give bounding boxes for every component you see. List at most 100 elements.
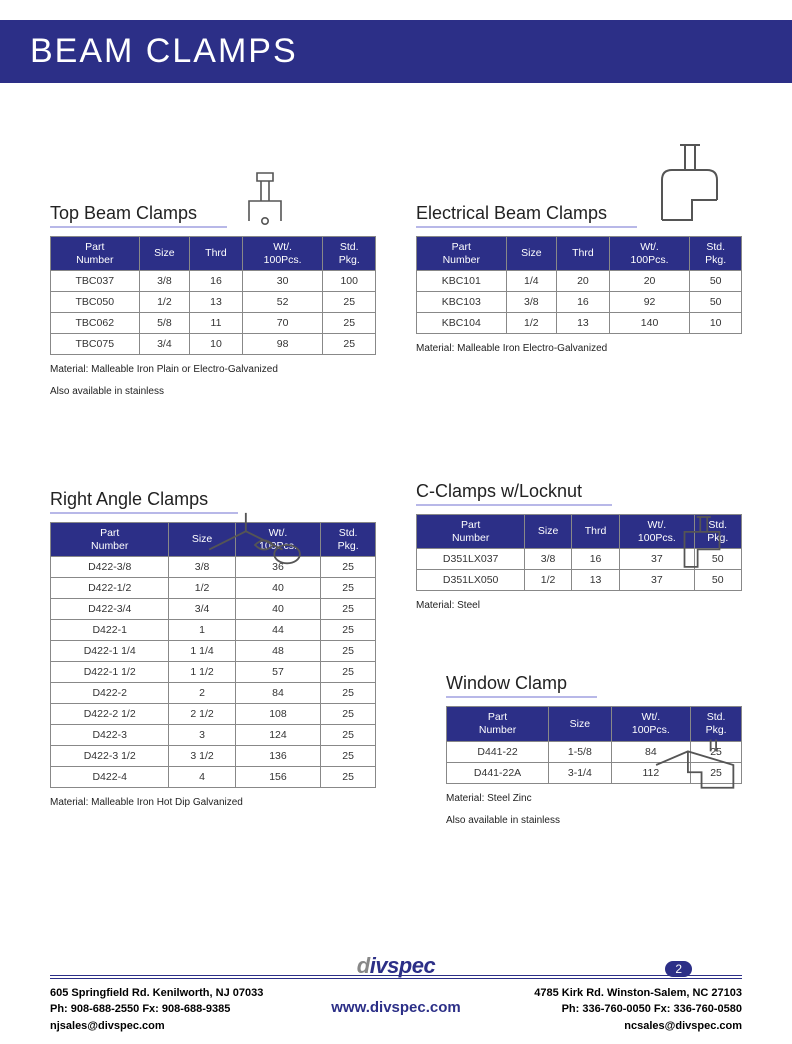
page-header: BEAM CLAMPS [0, 20, 792, 83]
table-cell: 3/4 [139, 334, 190, 355]
table-cell: 25 [323, 313, 376, 334]
table-header: PartNumber [447, 707, 549, 741]
table-cell: 52 [242, 292, 323, 313]
table-cell: TBC037 [51, 271, 140, 292]
table-cell: 1/4 [506, 271, 557, 292]
addr-line: 605 Springfield Rd. Kenilworth, NJ 07033 [50, 985, 263, 1002]
table-cell: 124 [235, 725, 321, 746]
table-cell: 2 [169, 683, 235, 704]
table-header: Size [139, 237, 190, 271]
table-cell: 57 [235, 662, 321, 683]
phone-line: Ph: 336-760-0050 Fx: 336-760-0580 [534, 1001, 742, 1018]
table-cell: 11 [190, 313, 243, 334]
table-cell: 13 [571, 570, 619, 591]
table-cell: 13 [557, 313, 610, 334]
table-cell: KBC103 [417, 292, 507, 313]
table-row: KBC1033/8169250 [417, 292, 742, 313]
table-cell: 25 [321, 767, 376, 788]
table-header: Std.Pkg. [321, 523, 376, 557]
addr-line: 4785 Kirk Rd. Winston-Salem, NC 27103 [534, 985, 742, 1002]
phone-line: Ph: 908-688-2550 Fx: 908-688-9385 [50, 1001, 263, 1018]
table-header: Wt/.100Pcs. [609, 237, 690, 271]
table-cell: 48 [235, 641, 321, 662]
table-cell: 1-5/8 [549, 741, 612, 762]
table-row: D422-1 1/21 1/25725 [51, 662, 376, 683]
page-title: BEAM CLAMPS [30, 32, 762, 71]
table-cell: 5/8 [139, 313, 190, 334]
table-cell: 2 1/2 [169, 704, 235, 725]
table-row: D422-4415625 [51, 767, 376, 788]
table-header: Size [549, 707, 612, 741]
table-cell: 50 [690, 292, 742, 313]
table-cell: 20 [557, 271, 610, 292]
electrical-clamp-icon [637, 140, 737, 240]
table-cell: 1/2 [139, 292, 190, 313]
table-cell: KBC104 [417, 313, 507, 334]
table-cell: 156 [235, 767, 321, 788]
table-cell: TBC062 [51, 313, 140, 334]
table-cell: 136 [235, 746, 321, 767]
table-cell: 3-1/4 [549, 762, 612, 783]
email-line: ncsales@divspec.com [534, 1018, 742, 1035]
footer-divider [50, 975, 742, 979]
table-cell: 10 [690, 313, 742, 334]
table-cell: 16 [190, 271, 243, 292]
table-cell: D422-3 1/2 [51, 746, 169, 767]
table-cell: 25 [321, 620, 376, 641]
table-header: Std.Pkg. [690, 237, 742, 271]
table-cell: 25 [321, 578, 376, 599]
table-cell: 100 [323, 271, 376, 292]
table-cell: 3/8 [139, 271, 190, 292]
table-cell: 16 [557, 292, 610, 313]
table-cell: D422-1 1/2 [51, 662, 169, 683]
table-row: D422-1 1/41 1/44825 [51, 641, 376, 662]
footer-website-block: www.divspec.com [331, 997, 461, 1016]
top-beam-table: PartNumberSizeThrdWt/.100Pcs.Std.Pkg.TBC… [50, 236, 376, 355]
table-cell: 4 [169, 767, 235, 788]
table-header: PartNumber [417, 515, 525, 549]
table-cell: 1 1/2 [169, 662, 235, 683]
top-beam-section: Top Beam Clamps PartNumberSizeThrdWt/.10… [50, 203, 376, 399]
table-cell: D441-22 [447, 741, 549, 762]
table-cell: 40 [235, 599, 321, 620]
table-row: TBC0753/4109825 [51, 334, 376, 355]
website-link[interactable]: www.divspec.com [331, 999, 461, 1016]
table-row: D422-3312425 [51, 725, 376, 746]
table-cell: D351LX050 [417, 570, 525, 591]
table-cell: 50 [690, 271, 742, 292]
table-cell: 25 [323, 292, 376, 313]
c-clamp-icon [667, 510, 737, 580]
material-note: Material: Malleable Iron Electro-Galvani… [416, 342, 742, 356]
table-cell: 25 [321, 599, 376, 620]
table-cell: 13 [190, 292, 243, 313]
table-cell: 25 [321, 683, 376, 704]
table-header: PartNumber [51, 523, 169, 557]
table-header: Std.Pkg. [323, 237, 376, 271]
table-row: D422-3 1/23 1/213625 [51, 746, 376, 767]
table-cell: 25 [321, 641, 376, 662]
table-cell: D422-4 [51, 767, 169, 788]
table-cell: 1 [169, 620, 235, 641]
table-cell: 20 [609, 271, 690, 292]
table-cell: 25 [321, 746, 376, 767]
table-cell: 70 [242, 313, 323, 334]
footer-address-right: 4785 Kirk Rd. Winston-Salem, NC 27103 Ph… [534, 985, 742, 1035]
table-cell: D422-3/8 [51, 557, 169, 578]
window-clamp-icon [647, 725, 747, 805]
table-row: KBC1011/4202050 [417, 271, 742, 292]
table-cell: D422-1/2 [51, 578, 169, 599]
table-row: KBC1041/21314010 [417, 313, 742, 334]
table-cell: 10 [190, 334, 243, 355]
top-beam-clamp-icon [225, 165, 305, 245]
table-cell: KBC101 [417, 271, 507, 292]
table-cell: D422-2 [51, 683, 169, 704]
material-note: Material: Malleable Iron Hot Dip Galvani… [50, 796, 376, 810]
table-cell: D441-22A [447, 762, 549, 783]
table-header: Thrd [571, 515, 619, 549]
material-note: Material: Steel [416, 599, 742, 613]
electrical-table: PartNumberSizeThrdWt/.100Pcs.Std.Pkg.KBC… [416, 236, 742, 334]
table-cell: D422-1 1/4 [51, 641, 169, 662]
table-cell: D422-1 [51, 620, 169, 641]
table-header: PartNumber [417, 237, 507, 271]
table-cell: 25 [323, 334, 376, 355]
